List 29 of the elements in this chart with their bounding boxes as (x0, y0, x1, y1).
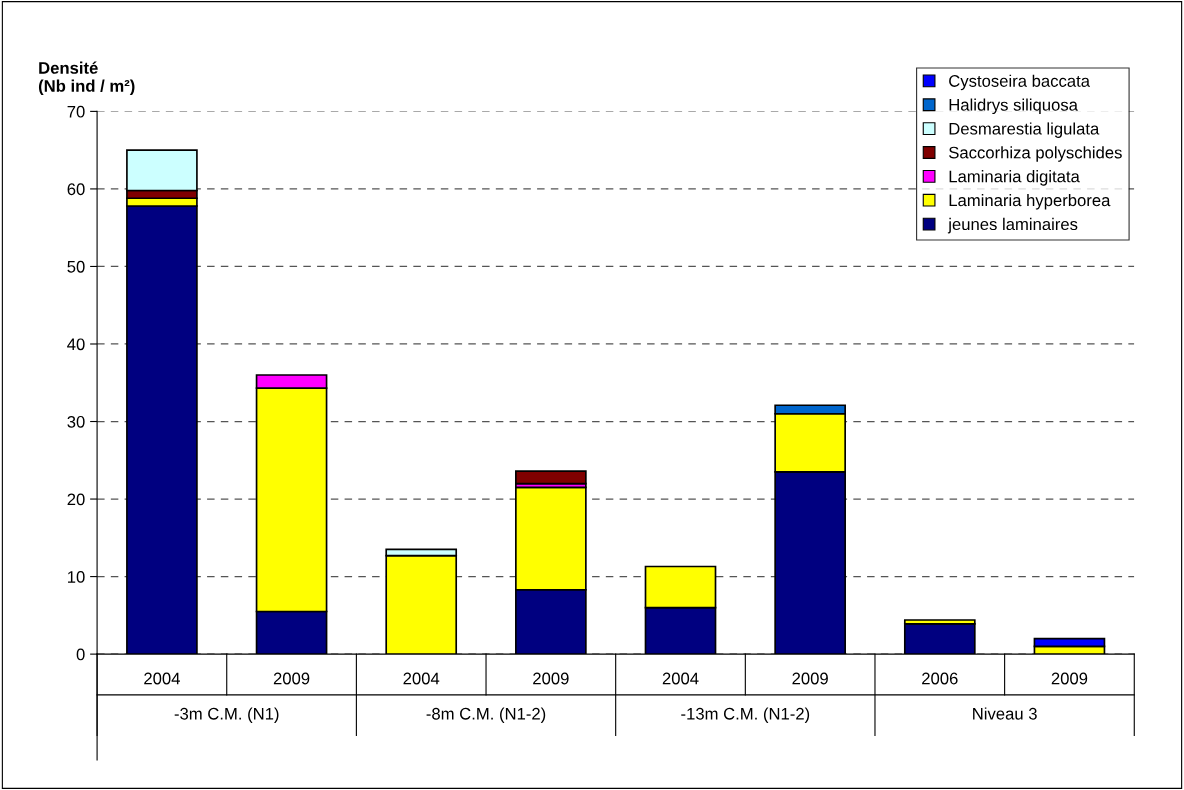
y-axis-title: Densité (Nb ind / m²) (38, 61, 135, 96)
x-tick-label: 2006 (922, 672, 958, 685)
x-tick-label: 2004 (662, 672, 699, 685)
text: -3m C.M. (N1) (174, 707, 279, 723)
legend-label: Laminaria digitata (949, 170, 1080, 186)
x-tick-label: 2009 (273, 672, 310, 685)
x-tick-label: 2009 (1051, 672, 1088, 685)
x-tick-label: 2009 (792, 672, 828, 685)
y-tick-label: 10 (68, 570, 85, 583)
legend-label: Saccorhiza polyschides (949, 146, 1122, 162)
x-tick-label: 2004 (403, 672, 440, 685)
y-tick-label: 0 (76, 648, 85, 661)
y-tick-label: 30 (67, 415, 85, 428)
y-tick-label: 60 (67, 183, 85, 196)
legend-label: Cystoseira baccata (949, 74, 1090, 91)
bar (515, 470, 587, 485)
x-tick-label: 2009 (533, 672, 569, 685)
y-tick-label: 40 (67, 338, 85, 351)
legend-label: jeunes laminaires (947, 217, 1078, 234)
y-tick-label: 70 (67, 105, 85, 118)
y-tick-label: 50 (67, 260, 85, 273)
text: -13m C.M. (N1-2) (681, 707, 810, 723)
text: -8m C.M. (N1-2) (426, 707, 546, 723)
legend-label: Halidrys siliquosa (949, 98, 1078, 115)
legend-label: Laminaria hyperborea (949, 193, 1111, 210)
y-tick-label: 20 (67, 493, 85, 506)
legend-label: Desmarestia ligulata (949, 122, 1100, 138)
text: Niveau 3 (973, 707, 1037, 720)
x-tick-label: 2004 (144, 672, 180, 685)
